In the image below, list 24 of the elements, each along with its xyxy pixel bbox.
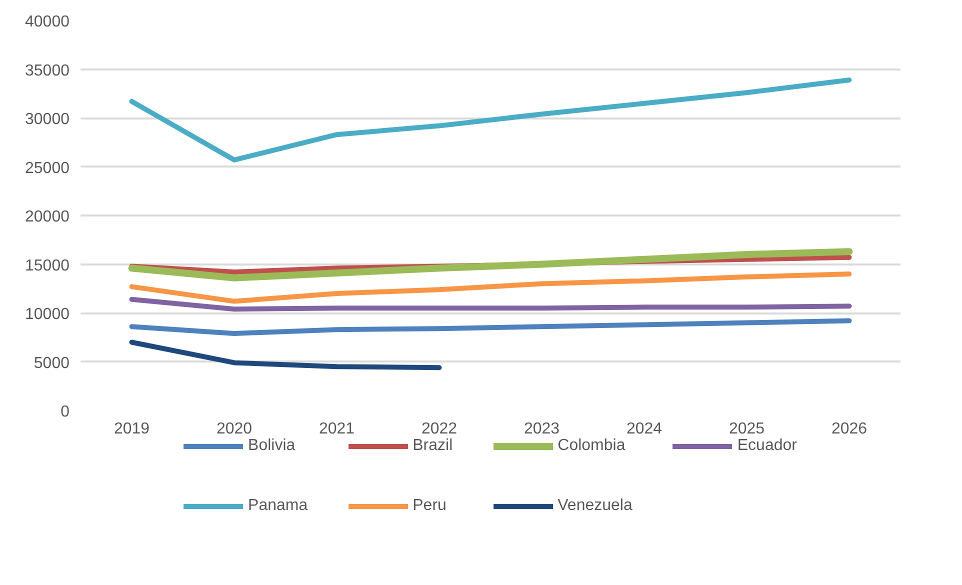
y-tick-label: 40000 — [25, 14, 70, 30]
y-tick-label: 15000 — [25, 257, 70, 274]
legend-label: Venezuela — [558, 497, 632, 515]
y-tick-label: 5000 — [34, 354, 70, 372]
y-tick-label: 30000 — [25, 111, 70, 128]
x-tick-label: 2026 — [831, 420, 868, 438]
legend-label: Peru — [412, 497, 446, 515]
legend-label: Colombia — [558, 437, 626, 455]
legend-label: Bolivia — [248, 437, 296, 455]
y-tick-label: 25000 — [25, 160, 70, 177]
x-tick-label: 2025 — [728, 420, 765, 438]
y-tick-label: 10000 — [25, 306, 70, 323]
y-tick-label: 20000 — [25, 208, 70, 226]
y-tick-label: 35000 — [25, 62, 70, 80]
legend-label: Brazil — [412, 437, 453, 455]
x-tick-label: 2019 — [114, 420, 150, 438]
x-tick-label: 2020 — [216, 420, 252, 438]
x-tick-label: 2024 — [626, 420, 662, 438]
x-tick-label: 2023 — [524, 420, 560, 438]
x-tick-label: 2021 — [318, 420, 355, 438]
legend-label: Ecuador — [737, 437, 797, 455]
x-tick-label: 2022 — [421, 420, 458, 438]
legend-label: Panama — [248, 497, 308, 515]
y-tick-label: 0 — [60, 404, 70, 420]
